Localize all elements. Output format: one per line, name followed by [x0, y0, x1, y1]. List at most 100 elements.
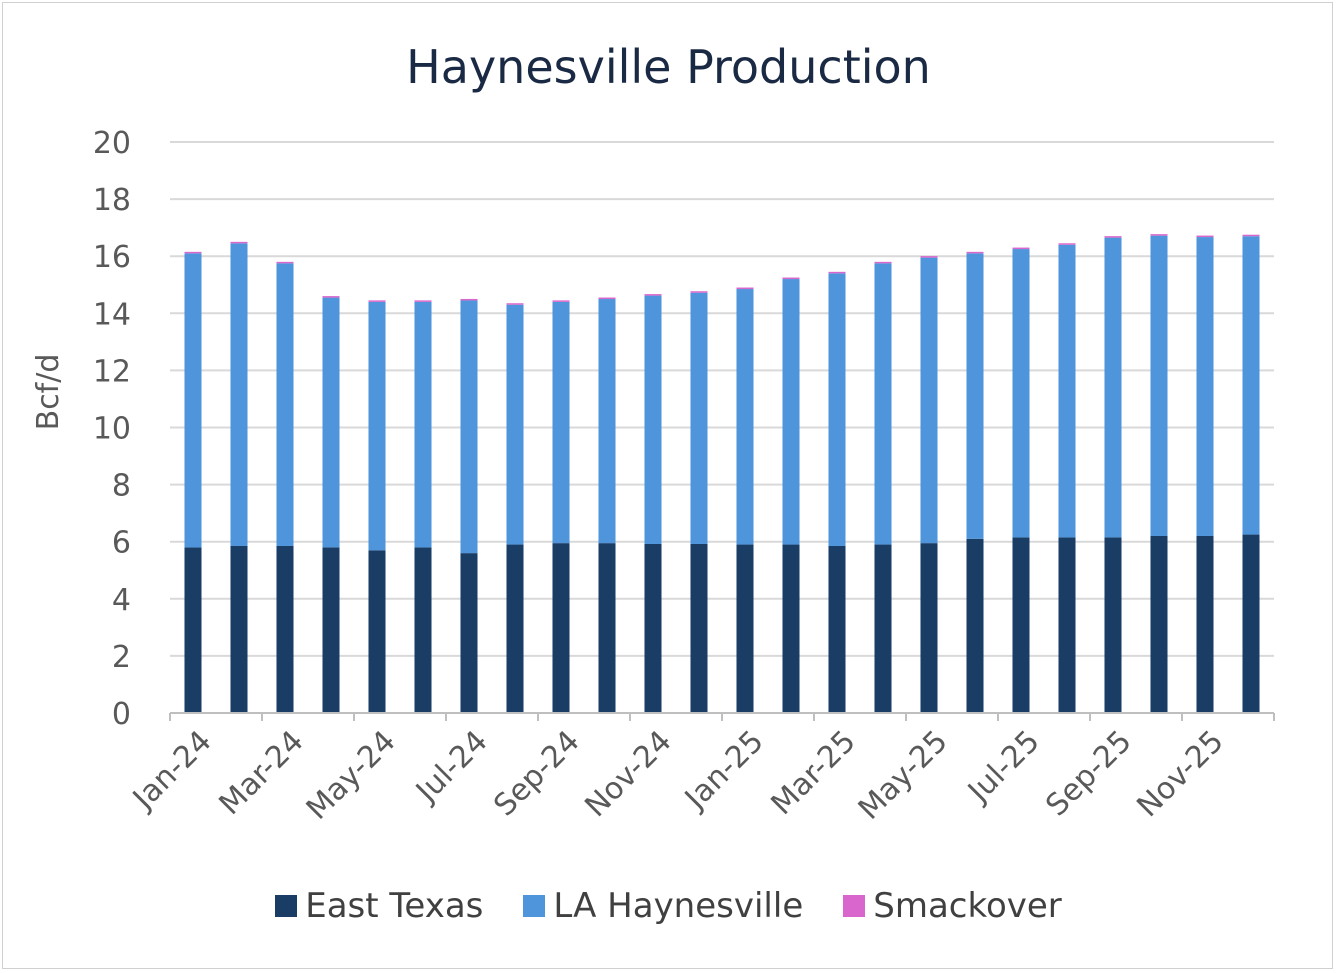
bar-smackover [1012, 247, 1030, 250]
bar-la-haynesville [506, 304, 524, 545]
bar-la-haynesville [322, 297, 340, 548]
bar-la-haynesville [598, 299, 616, 544]
bar-east-texas [690, 543, 708, 713]
bar-smackover [1058, 243, 1076, 245]
legend-item-la-haynesville: LA Haynesville [523, 886, 803, 926]
bar-smackover [690, 291, 708, 293]
x-tick-label: Sep-25 [1039, 724, 1138, 823]
bar-la-haynesville [184, 253, 202, 548]
bar-smackover [644, 294, 662, 296]
legend-label: Smackover [873, 886, 1062, 926]
bar-smackover [506, 303, 524, 305]
legend-item-smackover: Smackover [843, 886, 1062, 926]
x-tick-label: Sep-24 [487, 724, 586, 823]
y-tick-label: 10 [93, 412, 131, 447]
y-tick-labels: 0 2 4 6 8 10 12 14 16 18 20 [93, 126, 131, 732]
bar-smackover [414, 300, 432, 302]
chart-title: Haynesville Production [406, 40, 931, 94]
bar-la-haynesville [1196, 237, 1214, 536]
legend-label: East Texas [305, 886, 484, 926]
gridlines [170, 141, 1274, 657]
y-tick-label: 16 [93, 240, 131, 275]
bar-east-texas [782, 544, 800, 713]
bar-la-haynesville [1058, 244, 1076, 538]
bar-smackover [966, 251, 984, 254]
bar-la-haynesville [1242, 236, 1260, 535]
bar-east-texas [966, 538, 984, 713]
bar-la-haynesville [460, 300, 478, 554]
bar-east-texas [920, 543, 938, 713]
bar-smackover [736, 287, 754, 290]
bar-smackover [828, 271, 846, 274]
bar-smackover [874, 261, 892, 264]
bar-la-haynesville [230, 243, 248, 546]
legend-item-east-texas: East Texas [275, 886, 483, 926]
bar-la-haynesville [782, 279, 800, 545]
bar-la-haynesville [1012, 249, 1030, 538]
y-tick-label: 6 [112, 526, 131, 561]
y-axis-label: Bcf/d [31, 354, 66, 431]
bar-la-haynesville [276, 263, 294, 546]
bar-la-haynesville [966, 253, 984, 539]
legend-swatch [275, 895, 298, 917]
bar-smackover [1196, 235, 1214, 238]
bar-east-texas [1196, 535, 1214, 713]
x-tick-label: May-25 [852, 724, 955, 827]
bar-east-texas [460, 553, 478, 713]
bar-east-texas [184, 547, 202, 713]
bar-smackover [368, 300, 386, 302]
y-tick-label: 2 [112, 640, 131, 675]
bar-la-haynesville [414, 301, 432, 548]
bar-la-haynesville [552, 301, 570, 544]
bar-east-texas [1058, 537, 1076, 713]
x-tick-label: Mar-24 [213, 724, 311, 822]
bar-la-haynesville [828, 273, 846, 546]
bar-la-haynesville [874, 263, 892, 545]
legend-swatch [523, 895, 546, 917]
bar-east-texas [322, 547, 340, 713]
bar-smackover [920, 256, 938, 258]
bar-smackover [782, 277, 800, 280]
x-tick-label: Nov-25 [1130, 724, 1230, 824]
bar-smackover [1104, 236, 1122, 238]
x-tick-label: Mar-25 [765, 724, 863, 822]
bar-la-haynesville [736, 289, 754, 545]
bar-east-texas [506, 544, 524, 713]
bar-east-texas [736, 544, 754, 713]
bar-east-texas [874, 544, 892, 713]
bar-smackover [552, 300, 570, 302]
x-tick-label: Jul-24 [408, 724, 494, 810]
bar-east-texas [644, 543, 662, 713]
y-tick-label: 4 [112, 583, 131, 618]
bar-la-haynesville [1150, 235, 1168, 536]
bar-east-texas [598, 543, 616, 713]
bar-la-haynesville [920, 257, 938, 544]
x-tick-label: Nov-24 [578, 724, 678, 824]
bar-smackover [322, 296, 340, 298]
y-tick-label: 12 [93, 354, 131, 389]
bar-smackover [1150, 234, 1168, 236]
y-tick-label: 8 [112, 469, 131, 504]
bar-east-texas [368, 550, 386, 713]
bar-east-texas [414, 547, 432, 713]
bar-la-haynesville [368, 301, 386, 551]
bar-smackover [598, 297, 616, 300]
bar-east-texas [230, 545, 248, 713]
bar-east-texas [1150, 535, 1168, 713]
x-tick-label: May-24 [300, 724, 403, 827]
bar-smackover [276, 261, 294, 264]
x-tick-label: Jan-25 [677, 724, 771, 818]
bar-east-texas [1242, 534, 1260, 713]
bar-la-haynesville [644, 295, 662, 544]
legend-swatch [843, 895, 866, 917]
legend-label: LA Haynesville [553, 886, 804, 926]
bar-east-texas [1104, 537, 1122, 713]
bar-smackover [1242, 234, 1260, 237]
bar-smackover [230, 241, 248, 244]
y-tick-label: 20 [93, 126, 131, 161]
bar-east-texas [828, 545, 846, 713]
bar-east-texas [1012, 537, 1030, 713]
bars [184, 234, 1260, 713]
bar-la-haynesville [690, 292, 708, 544]
